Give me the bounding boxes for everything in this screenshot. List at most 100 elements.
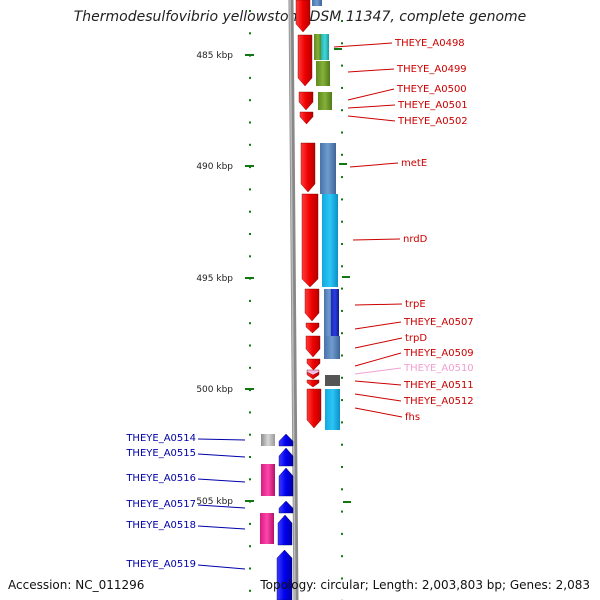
axis-minor-tick: [249, 500, 251, 503]
gene-arrow-red-5[interactable]: [301, 193, 319, 288]
axis-minor-tick: [341, 198, 343, 201]
axis-minor-tick: [341, 309, 343, 312]
gene-label-theye-a0500[interactable]: THEYE_A0500: [396, 84, 467, 95]
gene-arrow-blue-3[interactable]: [278, 500, 294, 514]
axis-minor-tick: [249, 76, 251, 79]
axis-minor-tick: [341, 510, 343, 513]
axis-minor-tick: [249, 188, 251, 191]
gene-label-mete[interactable]: metE: [401, 158, 427, 169]
gene-label-fhs[interactable]: fhs: [405, 412, 420, 423]
gene-arrow-pink-0510[interactable]: [306, 369, 320, 376]
axis-minor-tick: [341, 153, 343, 156]
axis-tick-label-505: 505 kbp: [196, 497, 233, 507]
label-connector: [354, 380, 402, 386]
axis-minor-tick: [249, 143, 251, 146]
axis-minor-tick: [249, 54, 251, 57]
axis-minor-tick: [341, 555, 343, 558]
gene-label-theye-a0518[interactable]: THEYE_A0518: [125, 520, 196, 531]
axis-minor-tick: [249, 478, 251, 481]
axis-tick-label-500: 500 kbp: [196, 385, 233, 395]
gene-label-theye-a0512[interactable]: THEYE_A0512: [403, 396, 474, 407]
axis-major-tick: [334, 48, 342, 50]
gene-arrow-red-4[interactable]: [300, 142, 316, 193]
gene-label-theye-a0514[interactable]: THEYE_A0514: [125, 433, 196, 444]
gene-label-theye-a0510[interactable]: THEYE_A0510: [403, 363, 474, 374]
axis-major-tick: [343, 501, 351, 503]
label-connector: [197, 438, 246, 441]
gene-arrow-red-2[interactable]: [298, 91, 314, 111]
gene-arrow-red-6[interactable]: [304, 288, 320, 322]
gene-function-block: [261, 464, 275, 496]
label-connector: [354, 407, 403, 418]
gene-label-nrdd[interactable]: nrdD: [403, 234, 428, 245]
axis-major-tick: [339, 163, 347, 165]
gene-label-theye-a0499[interactable]: THEYE_A0499: [396, 64, 467, 75]
gene-function-block: [325, 375, 340, 386]
genome-backbone-highlight: [289, 0, 296, 600]
gene-arrow-red-12[interactable]: [306, 388, 322, 429]
label-connector: [354, 321, 402, 330]
axis-minor-tick: [249, 255, 251, 258]
gene-function-block: [331, 289, 339, 336]
axis-minor-tick: [249, 10, 251, 12]
gene-label-theye-a0501[interactable]: THEYE_A0501: [397, 100, 468, 111]
gene-label-theye-a0507[interactable]: THEYE_A0507: [403, 317, 474, 328]
axis-minor-tick: [341, 109, 343, 112]
label-connector: [354, 393, 402, 402]
gene-function-block: [322, 194, 338, 287]
axis-minor-tick: [341, 287, 343, 290]
label-connector: [349, 162, 399, 168]
gene-arrow-red-8[interactable]: [305, 335, 321, 358]
axis-tick-label-490: 490 kbp: [196, 162, 233, 172]
gene-label-trpe[interactable]: trpE: [405, 299, 426, 310]
gene-label-theye-a0519[interactable]: THEYE_A0519: [125, 559, 196, 570]
axis-minor-tick: [249, 99, 251, 102]
gene-arrow-red-3[interactable]: [299, 111, 314, 125]
gene-arrow-blue-4[interactable]: [277, 514, 293, 546]
axis-minor-tick: [249, 322, 251, 325]
gene-label-theye-a0515[interactable]: THEYE_A0515: [125, 448, 196, 459]
axis-minor-tick: [249, 589, 251, 592]
gene-label-theye-a0502[interactable]: THEYE_A0502: [397, 116, 468, 127]
gene-label-trpd[interactable]: trpD: [405, 333, 427, 344]
axis-minor-tick: [249, 411, 251, 414]
axis-minor-tick: [249, 433, 251, 436]
gene-arrow-red-1[interactable]: [297, 34, 313, 87]
axis-minor-tick: [341, 243, 343, 245]
axis-minor-tick: [341, 20, 343, 22]
gene-arrow-red-11[interactable]: [306, 379, 320, 388]
axis-minor-tick: [341, 532, 343, 535]
gene-arrow-red-7[interactable]: [305, 322, 320, 334]
label-connector: [197, 564, 246, 570]
gene-arrow-blue-1[interactable]: [278, 447, 294, 467]
label-connector: [354, 337, 403, 349]
gene-arrow-blue-2[interactable]: [278, 467, 294, 497]
label-connector: [197, 504, 246, 509]
gene-function-block: [314, 34, 322, 60]
axis-minor-tick: [249, 210, 251, 213]
axis-minor-tick: [249, 32, 251, 35]
gene-function-block: [320, 143, 336, 194]
label-connector: [352, 238, 401, 241]
gene-label-theye-a0511[interactable]: THEYE_A0511: [403, 380, 474, 391]
gene-function-block: [316, 61, 330, 86]
gene-arrow-blue-5[interactable]: [276, 549, 293, 600]
gene-arrow-red-9[interactable]: [306, 358, 321, 371]
axis-minor-tick: [341, 86, 343, 89]
label-connector: [197, 478, 246, 483]
axis-minor-tick: [249, 567, 251, 570]
label-connector: [197, 453, 246, 458]
label-connector: [347, 88, 395, 101]
axis-minor-tick: [341, 376, 343, 379]
gene-label-theye-a0509[interactable]: THEYE_A0509: [403, 348, 474, 359]
gene-function-block: [324, 336, 340, 359]
gene-function-block: [312, 0, 322, 6]
gene-function-block: [325, 389, 340, 430]
gene-arrow-red-0[interactable]: [295, 0, 311, 33]
axis-minor-tick: [249, 389, 251, 392]
gene-label-theye-a0498[interactable]: THEYE_A0498: [394, 38, 465, 49]
label-connector: [197, 525, 246, 530]
gene-label-theye-a0516[interactable]: THEYE_A0516: [125, 473, 196, 484]
gene-arrow-blue-0[interactable]: [278, 433, 294, 447]
gene-label-theye-a0517[interactable]: THEYE_A0517: [125, 499, 196, 510]
